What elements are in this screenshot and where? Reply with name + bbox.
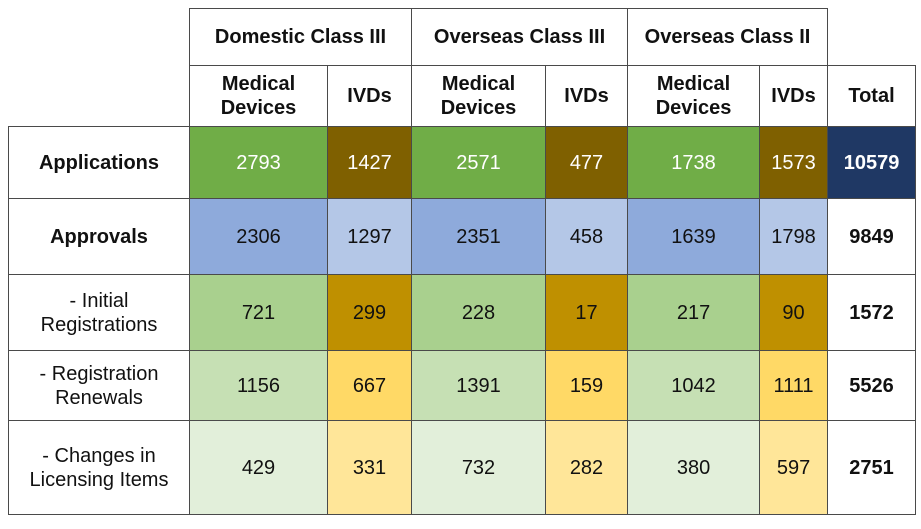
row-label-registration-renewals: - Registration Renewals — [8, 350, 190, 421]
subheader-medical-devices: Medical Devices — [411, 65, 546, 127]
subheader-total: Total — [827, 65, 917, 127]
table-cell: 732 — [411, 420, 546, 515]
total-cell-approvals: 9849 — [827, 198, 917, 275]
table-cell: 2793 — [189, 126, 328, 199]
table-cell: 721 — [189, 274, 328, 351]
table-cell: 17 — [544, 274, 629, 351]
total-top-blank — [827, 8, 916, 66]
table-cell: 228 — [411, 274, 546, 351]
table-cell: 2351 — [411, 198, 546, 275]
subheader-medical-devices: Medical Devices — [189, 65, 328, 127]
table-cell: 90 — [759, 274, 829, 351]
table-cell: 1639 — [627, 198, 761, 275]
table-cell: 1573 — [759, 126, 829, 199]
table-cell: 667 — [327, 350, 412, 421]
table-cell: 217 — [627, 274, 761, 351]
table-cell: 380 — [627, 420, 761, 515]
row-label-initial-registrations: - Initial Registrations — [8, 274, 190, 351]
table-row-applications: Applications 2793 1427 2571 477 1738 157… — [8, 126, 917, 199]
header-domestic-class-iii: Domestic Class III — [189, 8, 412, 66]
row-label-changes-in-licensing-items: - Changes in Licensing Items — [8, 420, 190, 515]
total-cell-changes-in-licensing-items: 2751 — [827, 420, 917, 515]
table-cell: 331 — [327, 420, 412, 515]
table-row-registration-renewals: - Registration Renewals 1156 667 1391 15… — [8, 350, 917, 421]
total-cell-applications: 10579 — [827, 126, 917, 199]
table-cell: 1427 — [327, 126, 412, 199]
row-label-applications: Applications — [8, 126, 190, 199]
sub-header-row: Medical Devices IVDs Medical Devices IVD… — [8, 65, 917, 127]
subheader-ivds: IVDs — [759, 65, 829, 127]
table-cell: 282 — [544, 420, 629, 515]
table-cell: 159 — [544, 350, 629, 421]
table-cell: 597 — [759, 420, 829, 515]
total-cell-registration-renewals: 5526 — [827, 350, 917, 421]
table-cell: 458 — [544, 198, 629, 275]
table-cell: 1798 — [759, 198, 829, 275]
header-overseas-class-iii: Overseas Class III — [410, 8, 629, 66]
subheader-medical-devices: Medical Devices — [627, 65, 761, 127]
corner-blank-2 — [8, 65, 190, 127]
table-cell: 1042 — [627, 350, 761, 421]
registration-statistics-table: Domestic Class III Overseas Class III Ov… — [8, 8, 917, 515]
table-row-approvals: Approvals 2306 1297 2351 458 1639 1798 9… — [8, 198, 917, 275]
table-cell: 299 — [327, 274, 412, 351]
table-cell: 2306 — [189, 198, 328, 275]
table-cell: 1391 — [411, 350, 546, 421]
table-cell: 1111 — [759, 350, 829, 421]
table-cell: 477 — [544, 126, 629, 199]
table-cell: 1738 — [627, 126, 761, 199]
table-cell: 2571 — [411, 126, 546, 199]
total-cell-initial-registrations: 1572 — [827, 274, 917, 351]
table-row-initial-registrations: - Initial Registrations 721 299 228 17 2… — [8, 274, 917, 351]
table-cell: 429 — [189, 420, 328, 515]
table-cell: 1156 — [189, 350, 328, 421]
header-overseas-class-ii: Overseas Class II — [627, 8, 829, 66]
group-header-row: Domestic Class III Overseas Class III Ov… — [8, 8, 916, 66]
table-row-changes-in-licensing-items: - Changes in Licensing Items 429 331 732… — [8, 420, 917, 515]
table-cell: 1297 — [327, 198, 412, 275]
subheader-ivds: IVDs — [327, 65, 412, 127]
corner-blank — [8, 8, 190, 66]
subheader-ivds: IVDs — [544, 65, 629, 127]
row-label-approvals: Approvals — [8, 198, 190, 275]
